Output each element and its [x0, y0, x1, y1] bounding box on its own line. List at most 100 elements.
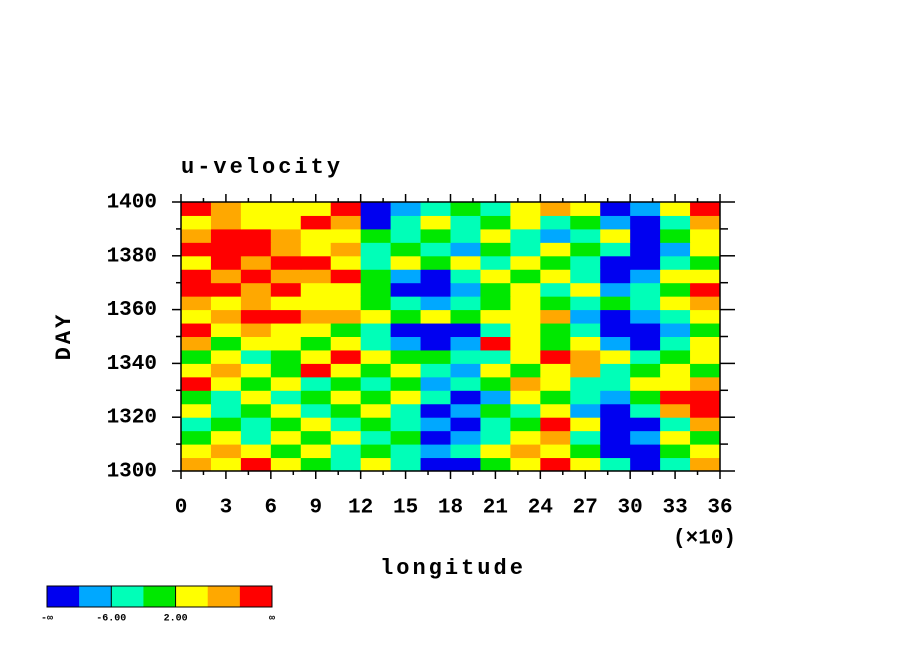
cell — [540, 444, 571, 459]
cell — [510, 282, 541, 297]
cell — [540, 215, 571, 230]
cell — [360, 215, 392, 230]
colorbar-label: -∞ — [41, 614, 53, 625]
cell — [360, 202, 392, 216]
cell — [210, 430, 242, 445]
cell — [570, 376, 601, 391]
x-tick-label: 36 — [707, 497, 732, 520]
cell — [480, 296, 511, 311]
cell — [330, 363, 362, 378]
cell — [240, 403, 272, 418]
cell — [420, 215, 451, 230]
cell — [570, 228, 601, 243]
cell — [181, 309, 212, 324]
cell — [181, 349, 212, 364]
cell — [181, 282, 212, 297]
cell — [330, 296, 362, 311]
cell — [330, 430, 362, 445]
cell — [330, 349, 362, 364]
cell — [390, 376, 422, 391]
cell — [660, 417, 691, 432]
x-tick-label: 0 — [175, 497, 188, 520]
cell — [390, 336, 422, 351]
cell — [570, 403, 601, 418]
cell — [540, 228, 571, 243]
cell — [660, 269, 691, 284]
cell — [450, 255, 481, 270]
cell — [450, 444, 481, 459]
cell — [181, 242, 212, 257]
cell — [360, 403, 392, 418]
cell — [480, 255, 511, 270]
colorbar-label: -6.00 — [96, 614, 126, 625]
cell — [420, 228, 451, 243]
cell — [660, 202, 691, 216]
cell — [390, 323, 422, 337]
cell — [510, 202, 541, 216]
cell — [600, 296, 631, 311]
cell — [270, 255, 302, 270]
cell — [210, 444, 242, 459]
cell — [300, 403, 332, 418]
cell — [390, 296, 422, 311]
cell — [630, 390, 661, 405]
cell — [330, 269, 362, 284]
cell — [240, 215, 272, 230]
cell — [390, 282, 422, 297]
cell — [600, 255, 631, 270]
cell — [360, 349, 392, 364]
cell — [540, 202, 571, 216]
cell — [510, 390, 541, 405]
cell — [270, 269, 302, 284]
cell — [690, 430, 721, 445]
cell — [450, 228, 481, 243]
colorbar-swatch — [111, 586, 144, 607]
cell — [540, 403, 571, 418]
cell — [181, 323, 212, 337]
cell — [510, 444, 541, 459]
cell — [690, 282, 721, 297]
cell — [390, 417, 422, 432]
cell — [540, 363, 571, 378]
cell — [330, 309, 362, 324]
cell — [690, 403, 721, 418]
cell — [270, 430, 302, 445]
cell — [660, 215, 691, 230]
x-multiplier: (×10) — [673, 528, 736, 551]
cell — [570, 242, 601, 257]
cell — [450, 349, 481, 364]
cell — [450, 242, 481, 257]
cell — [510, 228, 541, 243]
cell — [660, 390, 691, 405]
colorbar-swatch — [175, 586, 209, 607]
cell — [480, 457, 511, 472]
cell — [600, 363, 631, 378]
cell — [690, 242, 721, 257]
cell — [210, 228, 242, 243]
cell — [630, 242, 661, 257]
cell — [540, 269, 571, 284]
cell — [300, 390, 332, 405]
cell — [600, 323, 631, 337]
colorbar-swatch — [143, 586, 176, 607]
cell — [240, 417, 272, 432]
cell — [630, 363, 661, 378]
cell — [690, 417, 721, 432]
cell — [690, 390, 721, 405]
y-tick-label: 1320 — [107, 407, 157, 430]
cell — [630, 403, 661, 418]
cell — [540, 349, 571, 364]
cell — [360, 430, 392, 445]
cell — [570, 457, 601, 472]
cell — [300, 215, 332, 230]
cell — [630, 430, 661, 445]
cell — [600, 336, 631, 351]
cell — [330, 282, 362, 297]
cell — [240, 376, 272, 391]
cell — [630, 269, 661, 284]
cell — [510, 457, 541, 472]
cell — [420, 390, 451, 405]
cell — [360, 417, 392, 432]
cell — [510, 376, 541, 391]
cell — [600, 282, 631, 297]
